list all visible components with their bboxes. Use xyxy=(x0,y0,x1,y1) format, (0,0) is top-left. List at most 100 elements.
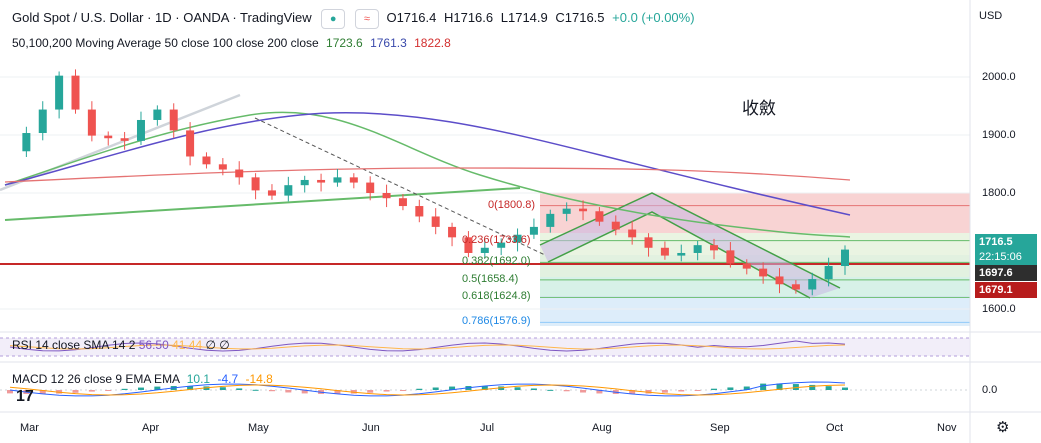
macd-hist-value: -14.8 xyxy=(245,372,273,386)
ma50-value: 1723.6 xyxy=(326,36,363,50)
candle-body xyxy=(349,177,358,183)
candles xyxy=(22,69,849,296)
time-tick: Jun xyxy=(362,422,380,434)
candle-body xyxy=(398,198,407,207)
candle-body xyxy=(251,177,260,191)
settings-gear-icon[interactable]: ⚙ xyxy=(996,419,1010,436)
ohlc-open: O1716.4 xyxy=(386,10,437,26)
macd-bar xyxy=(530,388,537,390)
macd-bar xyxy=(334,390,341,395)
macd-bar xyxy=(39,390,46,395)
compare-icon[interactable]: ≈ xyxy=(354,9,379,29)
candle-body xyxy=(595,211,604,222)
macd-bar xyxy=(137,387,144,390)
candle-body xyxy=(218,164,227,170)
candle-body xyxy=(579,208,588,212)
ma-legend[interactable]: 50,100,200 Moving Average 50 close 100 c… xyxy=(12,36,451,50)
macd-bar xyxy=(743,386,750,390)
macd-bar xyxy=(776,383,783,390)
rsi-band xyxy=(0,338,970,356)
macd-bar xyxy=(596,390,603,394)
rsi-legend[interactable]: RSI 14 close SMA 14 2 56.50 41.44 ∅ ∅ xyxy=(12,338,230,352)
status-dot-icon[interactable]: ● xyxy=(321,9,346,29)
macd-bar xyxy=(842,387,848,390)
macd-signal-value: -4.7 xyxy=(217,372,239,386)
candle-body xyxy=(464,237,473,253)
candle-body xyxy=(677,252,686,256)
candle-body xyxy=(317,179,326,183)
macd-bar xyxy=(563,390,570,392)
candle-body xyxy=(480,247,489,253)
rsi-extra1: ∅ xyxy=(205,338,216,352)
level1-tag: 1697.6 xyxy=(975,265,1037,281)
price-tick: 1600.0 xyxy=(982,303,1016,315)
candle-body xyxy=(529,226,538,235)
time-tick: Jul xyxy=(480,422,495,434)
rsi-sma-value: 41.44 xyxy=(172,338,203,352)
candle-body xyxy=(235,169,244,178)
time-tick: Aug xyxy=(592,422,612,434)
macd-bar xyxy=(727,387,734,390)
ohlc-close: C1716.5 xyxy=(555,10,605,26)
candle-body xyxy=(169,109,178,131)
symbol-title[interactable]: Gold Spot / U.S. Dollar · 1D · OANDA · T… xyxy=(12,10,312,26)
ma50-line xyxy=(4,111,851,238)
candle-body xyxy=(55,75,64,110)
macd-value: 10.1 xyxy=(186,372,211,386)
trendline-grey[interactable] xyxy=(0,93,241,192)
macd-bar xyxy=(678,390,685,392)
macd-bar xyxy=(383,390,390,392)
candle-body xyxy=(546,213,555,227)
macd-bar xyxy=(694,390,701,391)
macd-bar xyxy=(236,388,243,390)
currency-label[interactable]: USD xyxy=(979,10,1003,22)
trendline-dashed[interactable] xyxy=(254,117,546,256)
candle-body xyxy=(644,237,653,248)
candle-body xyxy=(759,268,768,277)
candle-body xyxy=(415,206,424,217)
candle-body xyxy=(38,109,47,134)
candle-body xyxy=(104,135,113,139)
candle-body xyxy=(726,250,735,264)
candle-body xyxy=(513,234,522,243)
macd-bar xyxy=(809,384,816,390)
price-tick: 1900.0 xyxy=(982,129,1016,141)
time-tick: May xyxy=(248,422,269,434)
candle-body xyxy=(431,216,440,227)
candle-body xyxy=(628,229,637,238)
level2-tag: 1679.1 xyxy=(975,282,1037,298)
fib-zone-05-0618 xyxy=(540,277,970,296)
macd-bar xyxy=(121,388,128,390)
fib-label: 0.236(1733.6) xyxy=(462,233,531,246)
tradingview-logo-icon[interactable]: 17 xyxy=(16,388,34,405)
ma200-line xyxy=(4,167,851,183)
macd-bar xyxy=(187,385,194,390)
price-tick: 1800.0 xyxy=(982,187,1016,199)
macd-bar xyxy=(416,388,423,390)
macd-bar xyxy=(514,387,521,390)
fib-label: 0(1800.8) xyxy=(488,198,536,211)
candle-body xyxy=(186,130,195,157)
macd-bar xyxy=(498,386,505,390)
candle-body xyxy=(284,185,293,196)
macd-bar xyxy=(547,389,554,391)
rsi-value: 56.50 xyxy=(138,338,169,352)
macd-bar xyxy=(367,390,374,393)
macd-bar xyxy=(449,386,456,390)
trendline-green[interactable] xyxy=(4,187,521,221)
macd-bar xyxy=(268,390,275,392)
annotation-text[interactable]: 收斂 xyxy=(742,99,776,118)
time-tick: Oct xyxy=(826,422,844,434)
candle-body xyxy=(562,208,571,214)
candle-body xyxy=(71,75,80,110)
fib-label: 0.786(1576.9) xyxy=(462,315,531,328)
candle-body xyxy=(136,119,145,141)
rsi-label: RSI 14 close SMA 14 2 xyxy=(12,338,136,352)
macd-legend[interactable]: MACD 12 26 close 9 EMA EMA 10.1 -4.7 -14… xyxy=(12,372,273,386)
macd-bar xyxy=(629,390,636,395)
ma100-line xyxy=(4,112,851,216)
candle-body xyxy=(120,138,129,141)
macd-bar xyxy=(154,386,161,390)
candle-body xyxy=(742,263,751,269)
